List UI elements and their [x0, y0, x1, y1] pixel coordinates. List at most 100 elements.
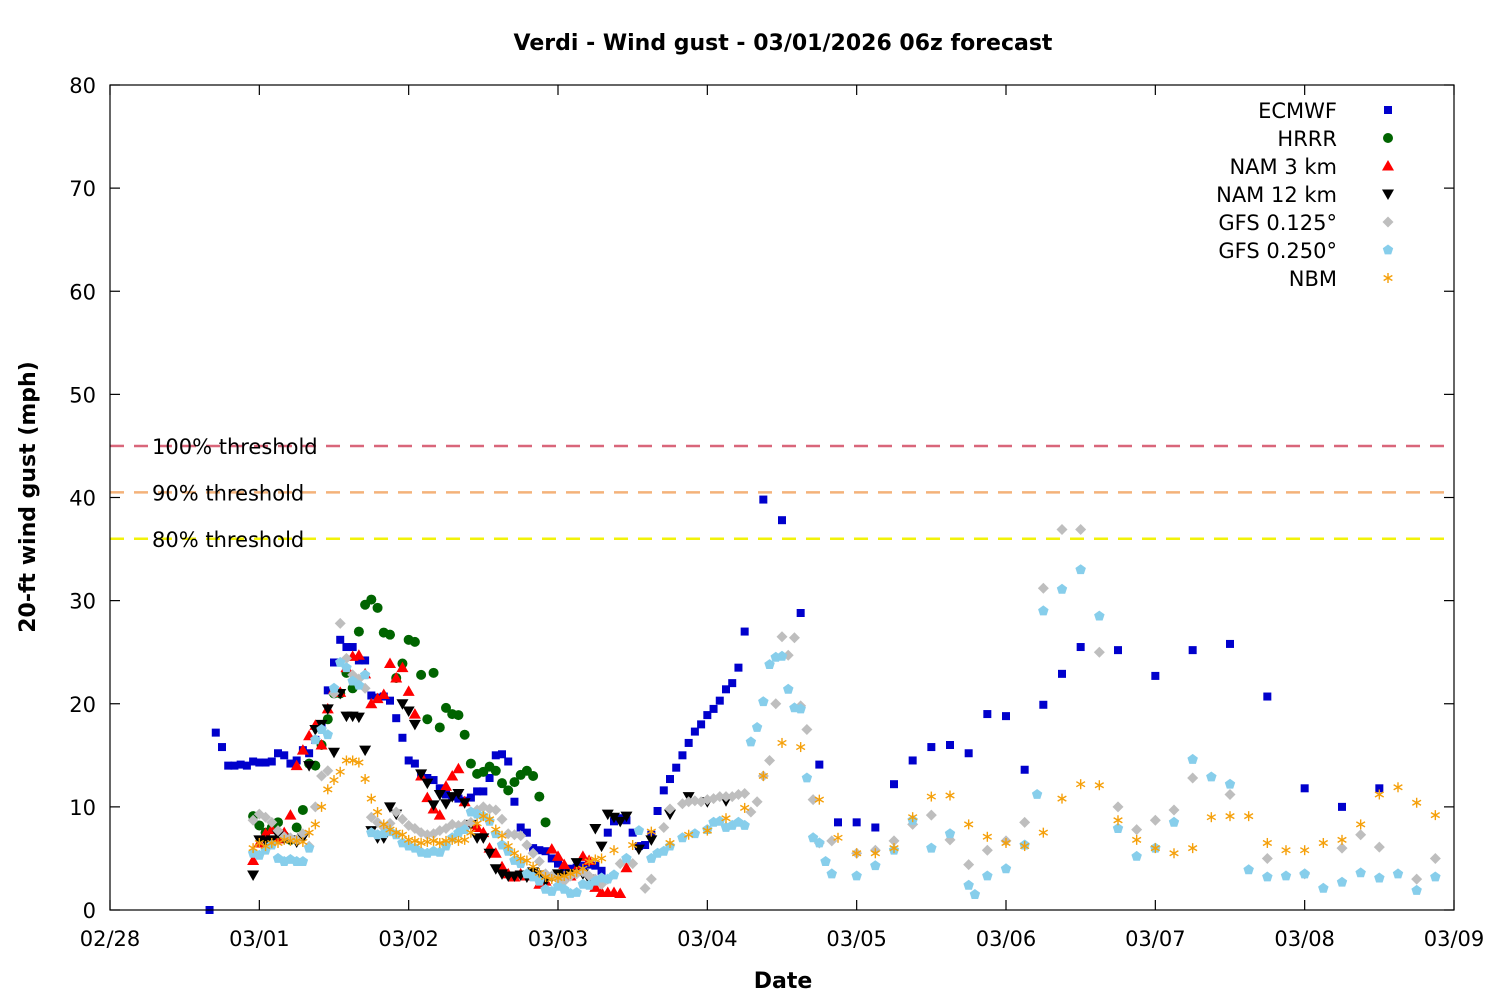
data-point [398, 733, 407, 742]
data-point [566, 864, 575, 873]
data-point [545, 843, 558, 854]
data-point [504, 757, 513, 766]
data-point [328, 747, 340, 759]
data-point [603, 828, 612, 837]
x-tick-label: 03/03 [528, 927, 589, 951]
data-point [491, 824, 501, 835]
data-point [433, 790, 446, 801]
data-point [684, 738, 693, 747]
data-point [503, 841, 513, 852]
data-point [330, 658, 338, 667]
data-point [528, 861, 538, 872]
data-point [1411, 797, 1422, 808]
x-axis-label: Date [754, 969, 813, 994]
data-point [1187, 753, 1198, 764]
data-point [427, 800, 440, 811]
legend-marker [1382, 244, 1394, 255]
y-tick-label: 30 [69, 590, 96, 614]
data-point [776, 631, 788, 643]
legend-marker [1382, 216, 1394, 228]
chart-title: Verdi - Wind gust - 03/01/2026 06z forec… [514, 31, 1053, 56]
data-point [796, 609, 805, 617]
data-point [601, 809, 614, 821]
data-point [416, 669, 427, 680]
data-point [211, 728, 220, 737]
data-point [459, 834, 470, 845]
data-point [329, 775, 339, 786]
x-tick-label: 03/04 [677, 927, 738, 951]
data-point [477, 833, 490, 844]
data-point [316, 801, 327, 812]
data-point [1002, 712, 1010, 721]
data-point [352, 712, 365, 724]
data-point [1075, 564, 1086, 575]
y-tick-label: 0 [83, 899, 96, 923]
data-point [925, 809, 937, 821]
data-point [728, 679, 737, 688]
data-point [1037, 582, 1049, 594]
data-point [336, 635, 345, 644]
data-point [745, 736, 757, 747]
x-tick-label: 03/05 [826, 927, 887, 951]
data-point [570, 858, 583, 869]
data-point [429, 776, 438, 785]
data-point [348, 643, 357, 652]
data-point [1262, 871, 1273, 882]
data-point [459, 729, 470, 740]
data-point [342, 643, 351, 652]
data-point [1075, 523, 1087, 535]
data-point [870, 848, 881, 859]
data-point [783, 683, 794, 694]
data-point [491, 751, 500, 760]
data-point [1355, 829, 1367, 841]
data-point [522, 828, 531, 837]
data-point [759, 495, 768, 504]
data-point [664, 803, 676, 815]
data-point [410, 759, 419, 768]
y-tick-label: 20 [69, 693, 96, 717]
data-point [1393, 782, 1403, 793]
data-point [452, 762, 465, 774]
data-point [290, 759, 303, 771]
data-point [565, 868, 576, 879]
series-gfs-0-125 [247, 523, 1441, 894]
data-point [402, 685, 415, 696]
data-point [777, 737, 787, 748]
data-point [541, 847, 550, 856]
data-point [354, 656, 363, 665]
data-point [352, 649, 365, 660]
data-point [1019, 841, 1030, 852]
data-point [534, 875, 545, 886]
y-tick-label: 60 [69, 280, 96, 304]
data-point [734, 663, 743, 672]
data-point [465, 758, 476, 769]
data-point [888, 835, 900, 847]
data-point [353, 679, 365, 690]
data-point [1262, 837, 1273, 848]
data-point [963, 819, 974, 830]
legend-label: NBM [1289, 267, 1337, 291]
data-point [690, 727, 699, 736]
x-tick-label: 03/08 [1274, 927, 1335, 951]
data-point [428, 667, 439, 678]
data-point [646, 826, 657, 837]
data-point [360, 774, 370, 785]
data-point [404, 756, 413, 765]
data-point [740, 627, 749, 636]
data-point [415, 769, 428, 780]
data-point [666, 775, 674, 784]
data-point [249, 757, 258, 766]
data-point [254, 820, 265, 831]
data-point [689, 828, 701, 839]
data-point [963, 879, 974, 890]
threshold-label: 80% threshold [152, 528, 304, 552]
data-point [1411, 873, 1423, 885]
legend-label: GFS 0.125° [1218, 211, 1337, 235]
data-point [1243, 864, 1254, 875]
data-point [870, 860, 881, 871]
data-point [814, 837, 825, 848]
data-point [620, 811, 633, 823]
data-point [677, 832, 688, 843]
data-point [273, 817, 283, 828]
data-point [516, 823, 525, 832]
